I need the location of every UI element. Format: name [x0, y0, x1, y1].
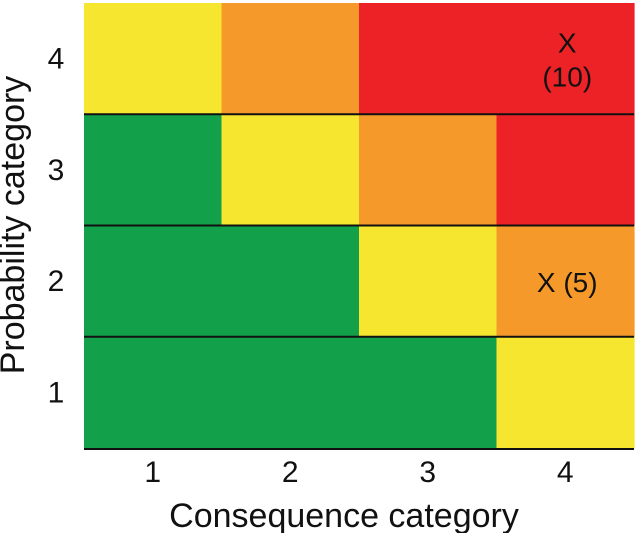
- row-separators: [84, 113, 634, 338]
- heatmap-cell-2-3: [221, 114, 360, 227]
- heatmap-cell-3-4: [359, 3, 498, 115]
- heatmap-cell-1-3: [84, 114, 223, 227]
- annotation-1-line-2: (10): [542, 62, 592, 93]
- heatmap-cell-2-2: [221, 225, 360, 338]
- heatmap-cell-4-3: [496, 114, 635, 227]
- y-tick-2: 2: [48, 265, 65, 298]
- heatmap-cell-2-1: [221, 336, 360, 449]
- x-tick-4: 4: [557, 456, 574, 489]
- heatmap-cells: [84, 3, 635, 449]
- heatmap-cell-1-2: [84, 225, 223, 338]
- y-tick-3: 3: [48, 154, 65, 187]
- heatmap-cell-1-1: [84, 336, 223, 449]
- annotation-1-line-1: X: [558, 28, 577, 59]
- heatmap-cell-1-4: [84, 3, 223, 115]
- heatmap-cell-3-3: [359, 114, 498, 227]
- heatmap-cell-3-1: [359, 336, 498, 449]
- y-tick-1: 1: [48, 376, 65, 409]
- heatmap-cell-4-4: [496, 3, 635, 115]
- x-axis-label: Consequence category: [169, 497, 519, 533]
- x-tick-3: 3: [419, 456, 436, 489]
- x-tick-2: 2: [282, 456, 299, 489]
- y-tick-4: 4: [48, 43, 65, 76]
- heatmap-cell-4-2: [496, 225, 635, 338]
- x-tick-1: 1: [144, 456, 161, 489]
- annotation-2-line-1: X (5): [537, 267, 598, 298]
- y-axis-label: Probability category: [0, 76, 32, 375]
- tick-labels: 1 2 3 4 1 2 3 4: [48, 43, 574, 489]
- heatmap-cell-3-2: [359, 225, 498, 338]
- heatmap-cell-2-4: [221, 3, 360, 115]
- cell-annotations: X(10) X (5): [537, 28, 598, 299]
- heatmap-cell-4-1: [496, 336, 635, 449]
